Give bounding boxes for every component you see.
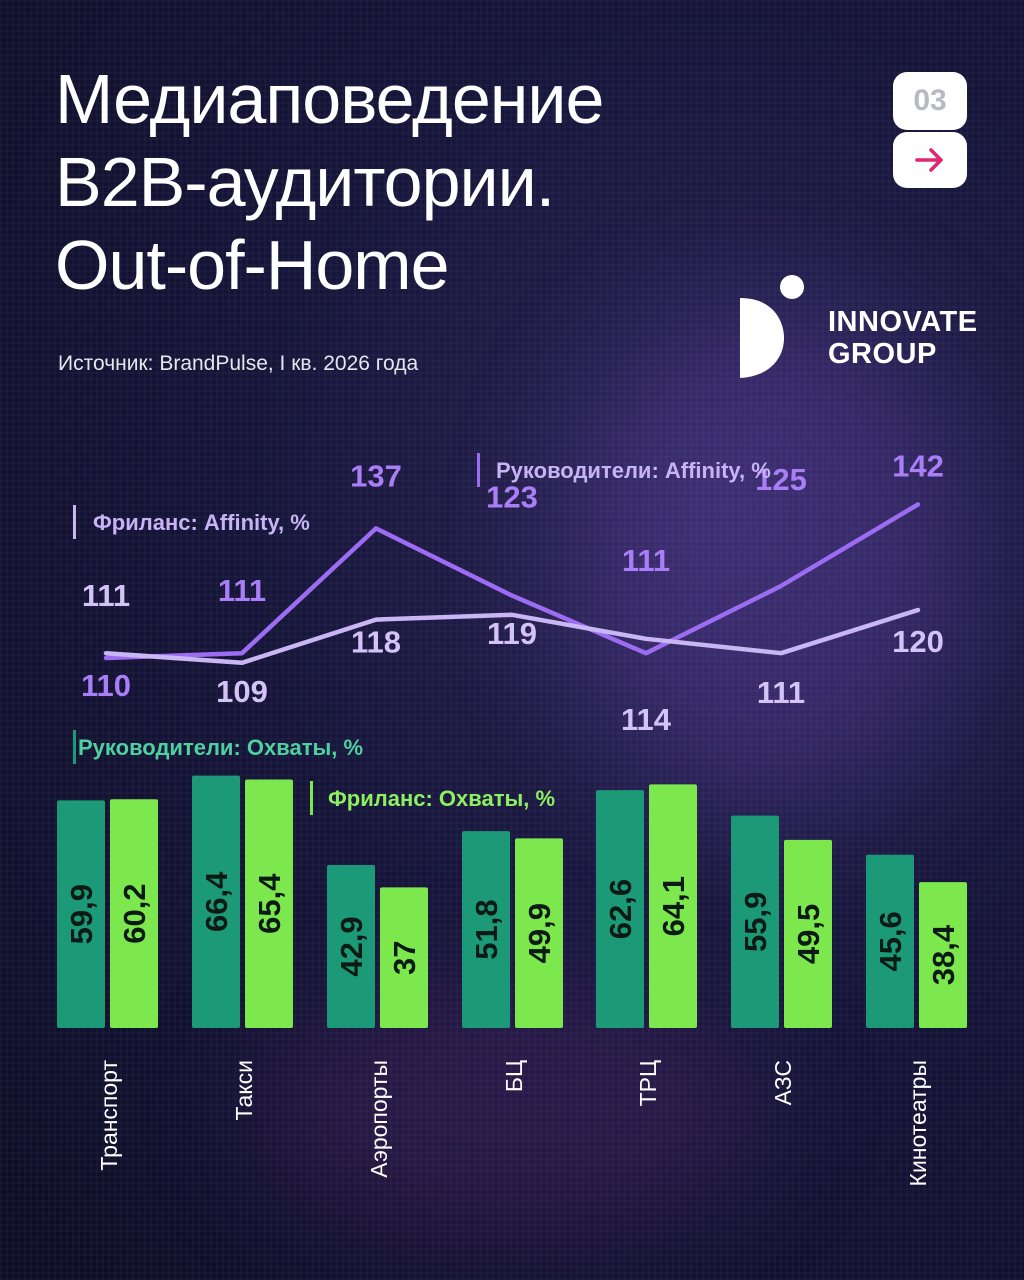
legend-freelance-reach: Фриланс: Охваты, % (328, 786, 555, 811)
category-label: ТРЦ (635, 1060, 661, 1106)
source-note: Источник: BrandPulse, I кв. 2026 года (58, 352, 419, 375)
bar-executives-reach (327, 864, 375, 1028)
legend-freelance-affinity: Фриланс: Affinity, % (93, 510, 310, 535)
affinity-value-label: 125 (755, 462, 807, 497)
bar-value-label: 65,4 (252, 873, 287, 934)
logo-wordmark: INNOVATE GROUP (828, 306, 978, 370)
logo-line-2: GROUP (828, 338, 937, 370)
title-line-3: Out-of-Home (55, 226, 450, 304)
category-label: Транспорт (96, 1060, 122, 1171)
affinity-value-label: 123 (486, 480, 538, 515)
affinity-value-label: 114 (621, 702, 672, 737)
bar-value-label: 38,4 (926, 924, 961, 985)
affinity-value-label: 142 (892, 448, 944, 483)
bar-value-label: 37 (387, 940, 422, 974)
legend-marker (477, 453, 480, 487)
bar-freelance-reach (919, 882, 967, 1028)
title-line-1: Медиаповедение (55, 60, 604, 138)
affinity-value-label: 119 (487, 616, 537, 651)
affinity-value-label: 137 (350, 458, 402, 493)
bar-value-label: 62,6 (603, 879, 638, 939)
affinity-line-series-1 (103, 502, 921, 661)
bar-executives-reach (462, 831, 510, 1028)
legend-marker (73, 730, 76, 764)
bar-value-label: 49,5 (791, 904, 826, 964)
bar-freelance-reach (649, 784, 697, 1028)
arrow-right-icon (915, 148, 943, 172)
affinity-value-label: 111 (757, 675, 805, 710)
page-title: Медиаповедение B2B-аудитории. Out-of-Hom… (55, 58, 875, 307)
legend-marker (73, 505, 76, 539)
affinity-value-label: 109 (216, 674, 268, 709)
bar-value-label: 45,6 (873, 911, 908, 971)
bar-executives-reach (596, 790, 644, 1028)
bar-value-label: 55,9 (738, 892, 773, 952)
affinity-value-label: 111 (82, 578, 130, 613)
affinity-line-series-2 (103, 607, 921, 666)
affinity-value-label: 111 (622, 543, 670, 578)
bar-executives-reach (192, 775, 240, 1028)
logo-line-1: INNOVATE (828, 306, 978, 338)
category-label: Аэропорты (366, 1060, 392, 1178)
affinity-value-label: 120 (892, 624, 944, 659)
category-label: Такси (231, 1060, 257, 1120)
affinity-value-label: 110 (81, 668, 131, 703)
legend-marker (310, 781, 313, 815)
bar-executives-reach (866, 854, 914, 1028)
next-page-button[interactable] (893, 132, 967, 188)
bar-freelance-reach (245, 779, 293, 1028)
category-label: БЦ (501, 1060, 527, 1092)
page-number-badge: 03 (893, 72, 967, 130)
bar-freelance-reach (784, 839, 832, 1028)
category-label: Кинотеатры (905, 1060, 931, 1186)
bar-freelance-reach (380, 887, 428, 1028)
bar-value-label: 60,2 (117, 883, 152, 943)
bar-value-label: 66,4 (199, 871, 234, 932)
title-line-2: B2B-аудитории. (55, 143, 555, 221)
bar-value-label: 42,9 (334, 916, 369, 976)
bar-freelance-reach (110, 799, 158, 1028)
legend-executives-affinity: Руководители: Affinity, % (496, 458, 771, 483)
legend-executives-reach: Руководители: Охваты, % (78, 735, 363, 760)
bar-executives-reach (57, 800, 105, 1028)
bar-value-label: 59,9 (64, 884, 99, 944)
logo-icon (740, 275, 804, 378)
bar-executives-reach (731, 815, 779, 1028)
bar-value-label: 51,8 (469, 899, 504, 959)
affinity-value-label: 111 (218, 573, 266, 608)
bar-value-label: 49,9 (522, 903, 557, 963)
category-label: АЗС (770, 1060, 796, 1105)
affinity-value-label: 118 (351, 625, 401, 660)
bar-freelance-reach (515, 838, 563, 1028)
bar-value-label: 64,1 (656, 876, 691, 936)
